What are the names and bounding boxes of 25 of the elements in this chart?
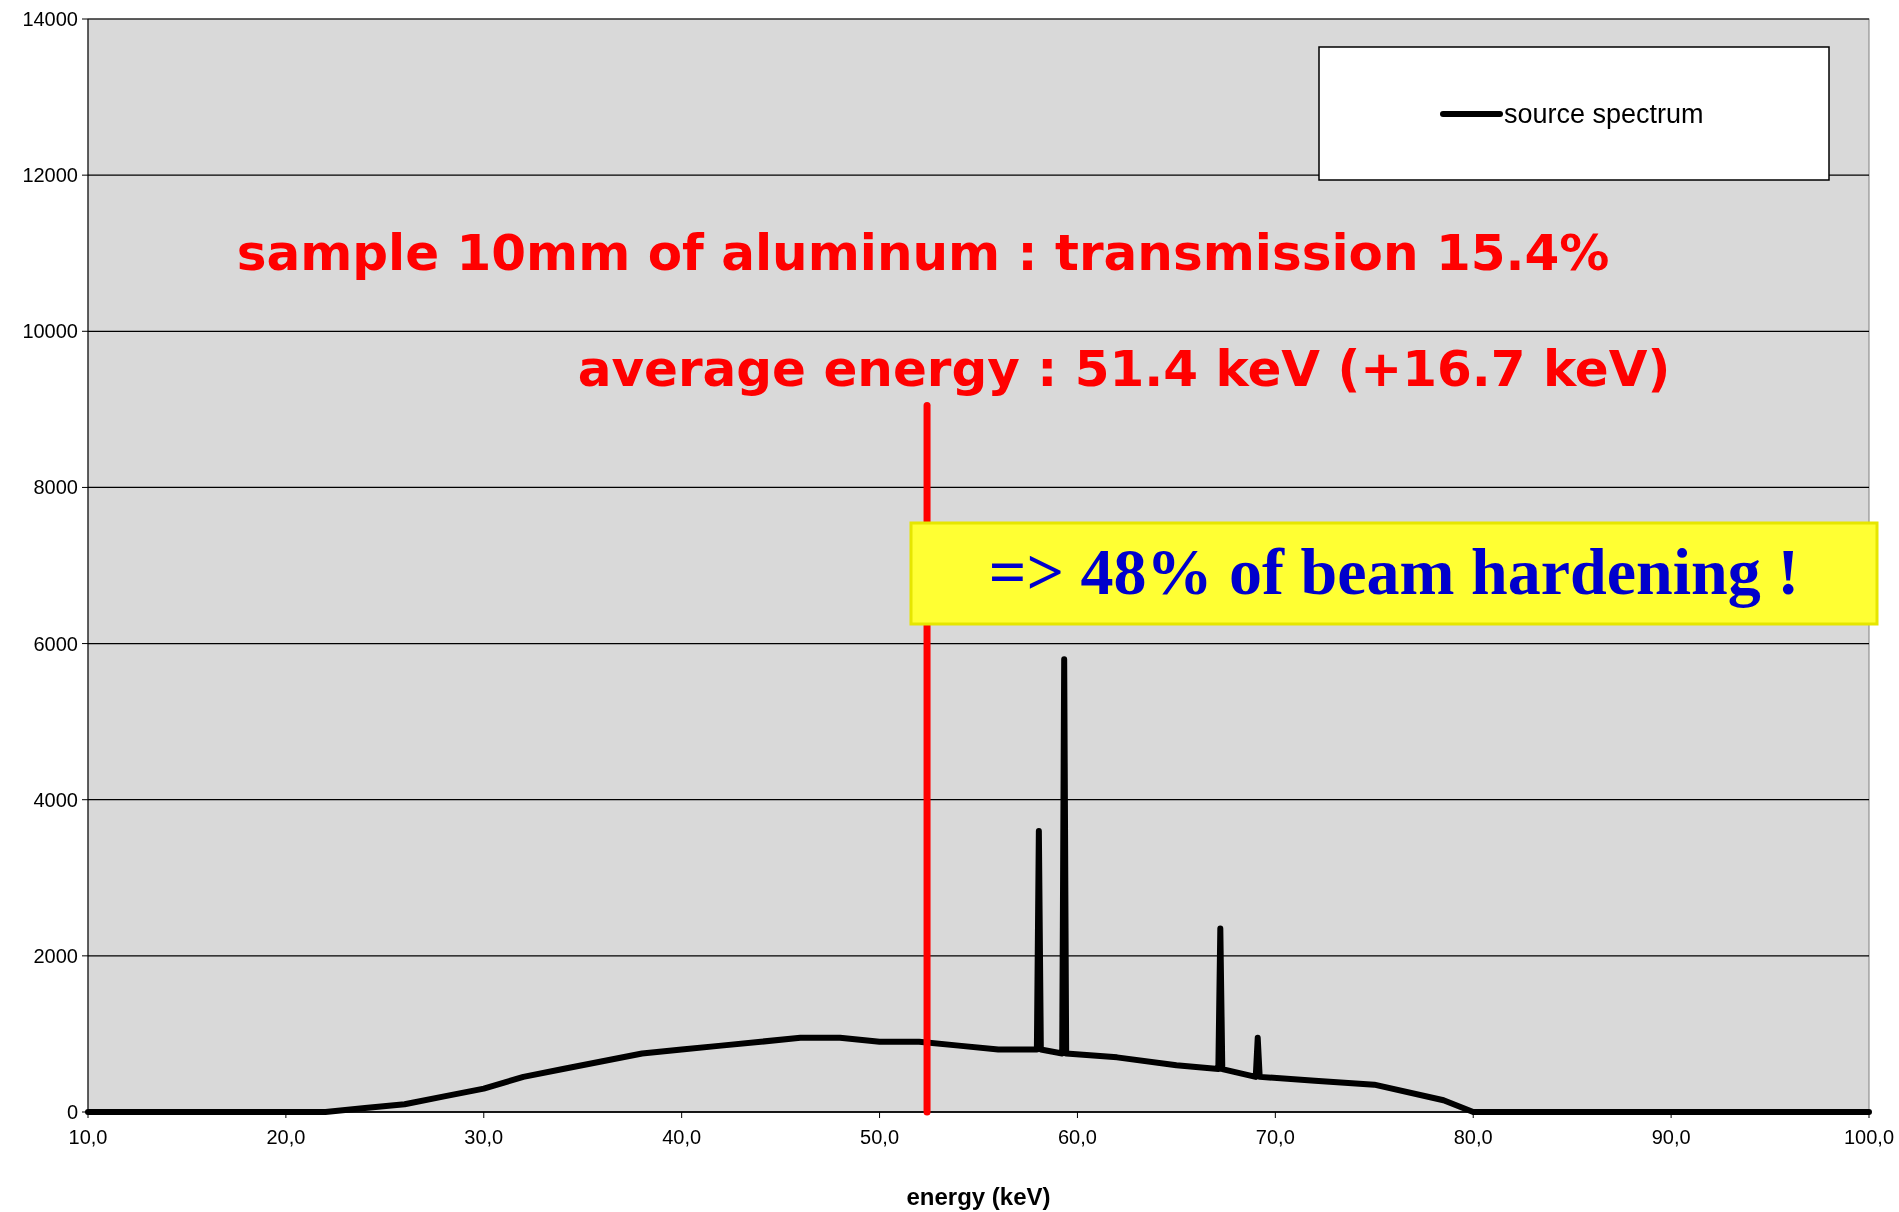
x-tick-label: 10,0 xyxy=(68,1126,108,1148)
callout-box: => 48% of beam hardening ! xyxy=(909,521,1879,626)
y-tick-label: 2000 xyxy=(33,944,78,967)
annotation: average energy : 51.4 keV (+16.7 keV) xyxy=(577,340,1671,398)
y-tick-label: 0 xyxy=(66,1101,78,1123)
annotation: => 48% of beam hardening ! xyxy=(988,535,1800,608)
y-tick-label: 12000 xyxy=(22,164,78,187)
x-tick-label: 30,0 xyxy=(464,1126,504,1148)
legend-label: source spectrum xyxy=(1504,99,1704,130)
x-tick-label: 100,0 xyxy=(1843,1126,1895,1148)
y-tick-label: 4000 xyxy=(33,788,78,811)
x-tick-label: 60,0 xyxy=(1057,1126,1097,1148)
y-tick-label: 14000 xyxy=(22,8,78,30)
y-tick-label: 8000 xyxy=(33,476,78,499)
x-tick-label: 20,0 xyxy=(266,1126,306,1148)
annotation: sample 10mm of aluminum : transmission 15.4% xyxy=(236,224,1610,282)
x-tick-label: 80,0 xyxy=(1453,1126,1493,1148)
y-tick-label: 10000 xyxy=(22,320,78,343)
x-tick-label: 70,0 xyxy=(1255,1126,1295,1148)
y-tick-label: 6000 xyxy=(33,632,78,655)
x-tick-label: 90,0 xyxy=(1651,1126,1691,1148)
x-tick-label: 40,0 xyxy=(662,1126,702,1148)
x-tick-label: 50,0 xyxy=(860,1126,900,1148)
legend-box: source spectrum xyxy=(1318,46,1830,181)
x-axis-title: energy (keV) xyxy=(906,1183,1051,1210)
